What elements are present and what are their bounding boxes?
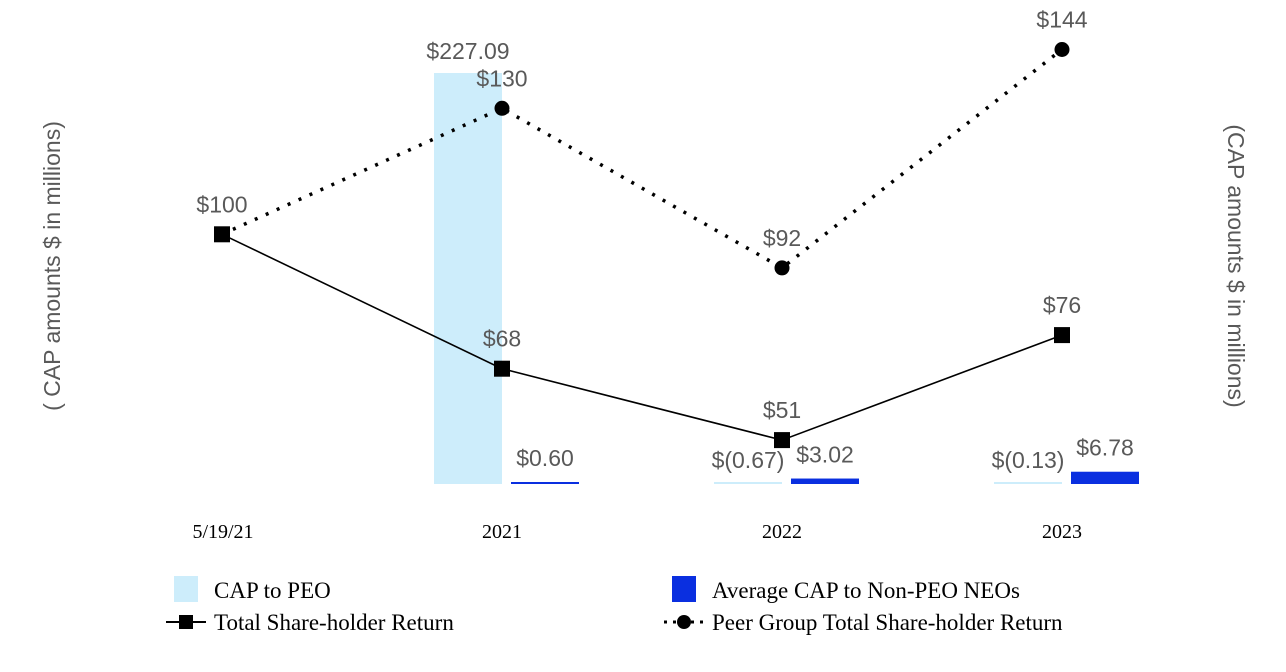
marker-peer-group-total-share-holder-return-2021: [494, 100, 510, 116]
bar-label-average-cap-to-non-peo-neos-2023: $6.78: [1076, 435, 1134, 461]
y-axis-left-title: ( CAP amounts $ in millions): [39, 121, 65, 411]
bar-average-cap-to-non-peo-neos-2022: [791, 478, 859, 484]
bar-label-cap-to-peo-2023: $(0.13): [992, 447, 1065, 473]
y-axis-right-title: (CAP amounts $ in millions): [1223, 124, 1249, 407]
legend-marker-peer-tsr: [677, 615, 691, 629]
point-label-total-share-holder-return-5-19-21: $100: [196, 191, 247, 217]
marker-total-share-holder-return-2021: [494, 360, 510, 377]
marker-peer-group-total-share-holder-return-2023: [1054, 42, 1070, 57]
x-axis-ticks: 5/19/21 2021 2022 2023: [192, 521, 1082, 543]
marker-peer-group-total-share-holder-return-5-19-21: [214, 226, 230, 242]
x-tick-2022: 2022: [762, 521, 802, 543]
x-tick-2023: 2023: [1042, 521, 1082, 543]
bars-layer: [434, 73, 1139, 484]
bar-label-average-cap-to-non-peo-neos-2021: $0.60: [516, 445, 574, 471]
legend-swatch-cap-to-peo: [174, 576, 198, 602]
legend-label-peer-tsr: Peer Group Total Share-holder Return: [712, 610, 1063, 635]
x-tick-5-19-21: 5/19/21: [192, 521, 253, 543]
legend-label-avg-cap-non-peo: Average CAP to Non-PEO NEOs: [712, 578, 1020, 603]
legend-marker-tsr: [179, 615, 193, 629]
marker-total-share-holder-return-2023: [1054, 327, 1070, 344]
marker-total-share-holder-return-2022: [774, 432, 790, 449]
lines-layer: [214, 42, 1070, 449]
marker-peer-group-total-share-holder-return-2022: [774, 260, 790, 276]
point-label-total-share-holder-return-2021: $68: [483, 326, 521, 352]
bar-cap-to-peo-2022: [714, 482, 782, 484]
point-label-peer-group-total-share-holder-return-2022: $92: [763, 225, 801, 251]
legend-label-cap-to-peo: CAP to PEO: [214, 578, 331, 603]
bar-label-cap-to-peo-2022: $(0.67): [712, 447, 785, 473]
bar-average-cap-to-non-peo-neos-2021: [511, 482, 579, 484]
point-label-peer-group-total-share-holder-return-2023: $144: [1036, 7, 1087, 33]
bar-average-cap-to-non-peo-neos-2023: [1071, 471, 1139, 484]
x-tick-2021: 2021: [482, 521, 522, 543]
bar-label-cap-to-peo-2021: $227.09: [426, 38, 509, 64]
point-label-peer-group-total-share-holder-return-2021: $130: [476, 65, 527, 91]
line-peer-group-total-share-holder-return: [221, 48, 1064, 271]
legend: CAP to PEO Average CAP to Non-PEO NEOs T…: [166, 576, 1063, 635]
point-label-total-share-holder-return-2023: $76: [1043, 292, 1081, 318]
line-total-share-holder-return: [221, 233, 1063, 441]
legend-swatch-avg-cap-non-peo: [672, 576, 696, 602]
bar-label-average-cap-to-non-peo-neos-2022: $3.02: [796, 442, 854, 468]
bar-cap-to-peo-2023: [994, 482, 1062, 484]
bar-cap-to-peo-2021: [434, 73, 502, 484]
legend-label-tsr: Total Share-holder Return: [214, 610, 454, 635]
point-label-total-share-holder-return-2022: $51: [763, 397, 801, 423]
labels-layer: $227.09 $(0.67) $(0.13) $0.60 $3.02 $6.78 $100…: [196, 7, 1133, 474]
